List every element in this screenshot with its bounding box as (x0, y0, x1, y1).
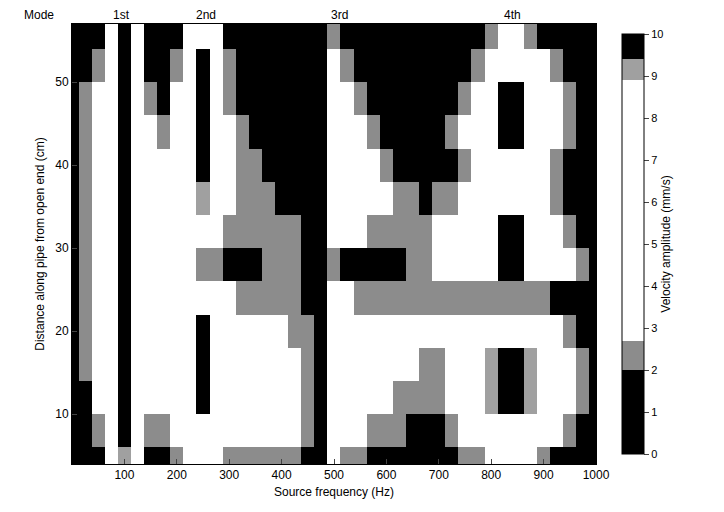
svg-text:1st: 1st (113, 8, 130, 22)
svg-text:800: 800 (481, 468, 501, 482)
svg-text:2nd: 2nd (196, 8, 216, 22)
svg-text:10: 10 (651, 28, 663, 40)
svg-text:900: 900 (534, 468, 554, 482)
svg-text:400: 400 (272, 468, 292, 482)
svg-text:1: 1 (651, 406, 657, 418)
svg-text:9: 9 (651, 70, 657, 82)
svg-text:Mode: Mode (24, 8, 54, 22)
svg-text:4: 4 (651, 280, 657, 292)
svg-text:3: 3 (651, 322, 657, 334)
svg-text:10: 10 (55, 407, 69, 421)
svg-text:500: 500 (324, 468, 344, 482)
svg-text:4th: 4th (504, 8, 521, 22)
svg-text:700: 700 (429, 468, 449, 482)
svg-text:50: 50 (55, 75, 69, 89)
svg-text:7: 7 (651, 154, 657, 166)
svg-text:Source frequency (Hz): Source frequency (Hz) (274, 485, 394, 499)
svg-text:8: 8 (651, 112, 657, 124)
svg-text:100: 100 (114, 468, 134, 482)
svg-text:0: 0 (651, 448, 657, 460)
svg-text:30: 30 (55, 241, 69, 255)
svg-text:40: 40 (55, 158, 69, 172)
svg-text:2: 2 (651, 364, 657, 376)
svg-text:Velocity amplitude (mm/s): Velocity amplitude (mm/s) (659, 175, 673, 312)
svg-text:3rd: 3rd (331, 8, 348, 22)
svg-text:Distance along pipe from open: Distance along pipe from open end (cm) (33, 137, 47, 350)
svg-text:6: 6 (651, 196, 657, 208)
svg-text:5: 5 (651, 238, 657, 250)
svg-text:1000: 1000 (583, 468, 610, 482)
svg-text:300: 300 (219, 468, 239, 482)
svg-text:600: 600 (376, 468, 396, 482)
svg-text:20: 20 (55, 324, 69, 338)
svg-text:200: 200 (167, 468, 187, 482)
